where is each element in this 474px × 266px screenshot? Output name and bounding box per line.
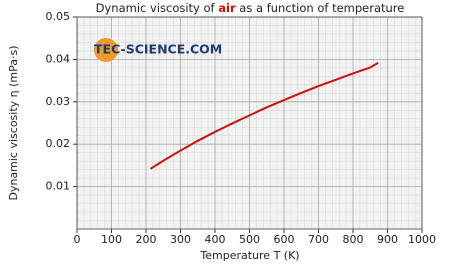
x-tick-label: 600 [274,233,295,246]
logo-circle [94,38,118,62]
x-tick-label: 200 [136,233,157,246]
x-axis-label: Temperature T (K) [199,249,299,262]
y-tick-label: 0.04 [46,52,71,65]
x-tick-label: 500 [239,233,260,246]
title-part: Dynamic viscosity of [96,1,219,15]
x-tick-label: 1000 [408,233,436,246]
plot-frame [76,16,423,230]
x-tick-label: 300 [170,233,191,246]
title-highlight: air [218,1,236,15]
y-tick-label: 0.03 [46,95,71,108]
x-tick-label: 800 [343,233,364,246]
chart-title: Dynamic viscosity of air as a function o… [96,1,405,15]
x-tick-label: 100 [101,233,122,246]
y-tick-label: 0.05 [46,10,71,23]
y-axis-label: Dynamic viscosity η (mPa·s) [7,45,20,200]
line [149,61,379,170]
x-tick-label: 900 [377,233,398,246]
title-part: as a function of temperature [236,1,405,15]
x-tick-label: 0 [74,233,81,246]
y-tick-label: 0.02 [46,137,71,150]
watermark: TEC-SCIENCE.COM [94,42,222,57]
x-tick-label: 700 [308,233,329,246]
y-tick-label: 0.01 [46,180,71,193]
x-tick-label: 400 [205,233,226,246]
